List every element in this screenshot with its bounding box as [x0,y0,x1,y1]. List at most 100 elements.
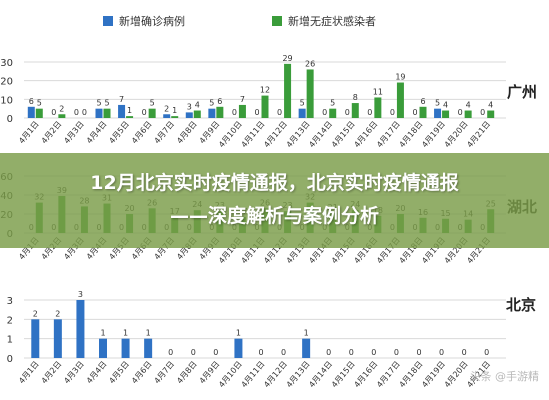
data-label-c0-s0-11: 0 [277,108,282,117]
x-tick-label-c2-1: 4月2日 [40,360,64,386]
bar-c0-s1-18 [442,110,450,118]
data-label-c2-s0-11: 0 [281,348,286,357]
data-label-c2-s0-7: 0 [191,348,196,357]
bar-c2-s0-1 [53,319,62,358]
bar-c2-s0-4 [121,338,130,358]
bar-c0-s1-9 [238,104,246,118]
region-label-c0: 广州 [507,83,537,101]
title-banner [0,153,549,248]
bar-c0-s1-19 [464,110,472,118]
bar-c0-s1-16 [396,82,404,118]
bar-c0-s0-18 [434,108,442,118]
x-tick-label-c2-7: 4月8日 [175,360,199,386]
data-label-c0-s0-5: 0 [142,108,147,117]
data-label-c0-s0-4: 7 [119,95,124,104]
y-tick-label-c0-0: 0 [7,114,13,125]
bar-c0-s1-11 [284,63,292,118]
x-tick-label-c2-5: 4月6日 [130,360,154,386]
data-label-c0-s1-14: 8 [353,93,358,102]
y-tick-label-c0-3: 30 [0,58,13,69]
x-tick-label-c0-0: 4月1日 [17,120,41,146]
x-tick-label-c2-2: 4月3日 [62,360,86,386]
data-label-c0-s0-18: 5 [435,99,440,108]
data-label-c0-s0-20: 0 [480,108,485,117]
data-label-c2-s0-2: 3 [78,290,83,299]
y-tick-label-c2-3: 3 [7,296,13,307]
data-label-c0-s0-19: 0 [458,108,463,117]
bar-c0-s1-6 [171,116,179,118]
bar-c0-s1-4 [126,116,134,118]
bar-c2-s0-2 [76,300,85,358]
data-label-c2-s0-3: 1 [100,329,105,338]
bar-c2-s0-12 [302,338,311,358]
data-label-c2-s0-6: 0 [168,348,173,357]
x-tick-label-c0-1: 4月2日 [40,120,64,146]
bar-c0-s1-20 [487,110,495,118]
data-label-c0-s1-9: 7 [240,95,245,104]
data-label-c2-s0-9: 1 [236,329,241,338]
x-tick-label-c0-2: 4月3日 [62,120,86,146]
data-label-c0-s0-9: 0 [232,108,237,117]
x-tick-label-c2-6: 4月7日 [153,360,177,386]
bar-c0-s1-0 [35,108,43,118]
bar-c0-s0-8 [208,108,216,118]
data-label-c2-s0-0: 2 [33,309,38,318]
data-label-c2-s0-8: 0 [213,348,218,357]
data-label-c0-s1-7: 4 [195,101,200,110]
data-label-c2-s0-20: 0 [484,348,489,357]
data-label-c0-s1-19: 4 [466,101,471,110]
bar-c0-s1-14 [351,103,359,118]
legend-label-0: 新增确诊病例 [119,14,185,28]
data-label-c2-s0-1: 2 [55,309,60,318]
bar-c0-s1-13 [329,108,337,118]
bar-c2-s0-5 [144,338,153,358]
data-label-c0-s0-0: 6 [29,97,34,106]
data-label-c0-s1-15: 11 [373,87,383,96]
data-label-c0-s1-20: 4 [488,101,493,110]
data-label-c0-s1-16: 19 [395,73,405,82]
bar-c0-s1-12 [306,69,314,118]
data-label-c0-s1-1: 2 [59,104,64,113]
bar-c0-s0-0 [27,106,35,118]
data-label-c0-s1-2: 0 [82,108,87,117]
bar-c0-s1-10 [261,95,269,118]
data-label-c2-s0-15: 0 [371,348,376,357]
bar-c2-s0-0 [31,319,40,358]
bar-c0-s0-7 [185,112,193,118]
data-label-c0-s1-12: 26 [305,59,315,68]
bar-c0-s1-5 [148,108,156,118]
bar-c2-s0-9 [234,338,243,358]
data-label-c2-s0-5: 1 [146,329,151,338]
x-tick-label-c2-3: 4月4日 [85,360,109,386]
legend-swatch-1 [272,16,282,26]
data-label-c0-s1-13: 5 [330,99,335,108]
data-label-c0-s1-3: 5 [104,99,109,108]
data-label-c0-s0-14: 0 [345,108,350,117]
title-line-2: ——深度解析与案例分析 [169,205,379,227]
data-label-c0-s1-6: 1 [172,106,177,115]
bar-c0-s1-7 [193,110,201,118]
data-label-c2-s0-13: 0 [326,348,331,357]
data-label-c0-s0-7: 3 [187,102,192,111]
data-label-c2-s0-18: 0 [439,348,444,357]
x-tick-label-c0-20: 4月21日 [465,120,492,150]
data-label-c2-s0-17: 0 [416,348,421,357]
bar-c0-s1-3 [103,108,111,118]
y-tick-label-c2-0: 0 [7,354,13,365]
data-label-c0-s0-17: 0 [412,108,417,117]
data-label-c0-s0-3: 5 [96,99,101,108]
x-tick-label-c2-0: 4月1日 [17,360,41,386]
x-tick-label-c0-4: 4月5日 [107,120,131,146]
bar-c0-s1-1 [58,114,66,118]
x-tick-label-c0-6: 4月7日 [153,120,177,146]
x-tick-label-c0-5: 4月6日 [130,120,154,146]
x-tick-label-c0-3: 4月4日 [85,120,109,146]
data-label-c0-s1-8: 6 [217,97,222,106]
bar-c2-s0-3 [99,338,107,358]
data-label-c2-s0-12: 1 [304,329,309,338]
data-label-c0-s0-10: 0 [254,108,259,117]
data-label-c0-s1-5: 5 [150,99,155,108]
data-label-c2-s0-10: 0 [258,348,263,357]
y-tick-label-c0-1: 10 [0,95,13,106]
data-label-c0-s1-18: 4 [443,101,448,110]
